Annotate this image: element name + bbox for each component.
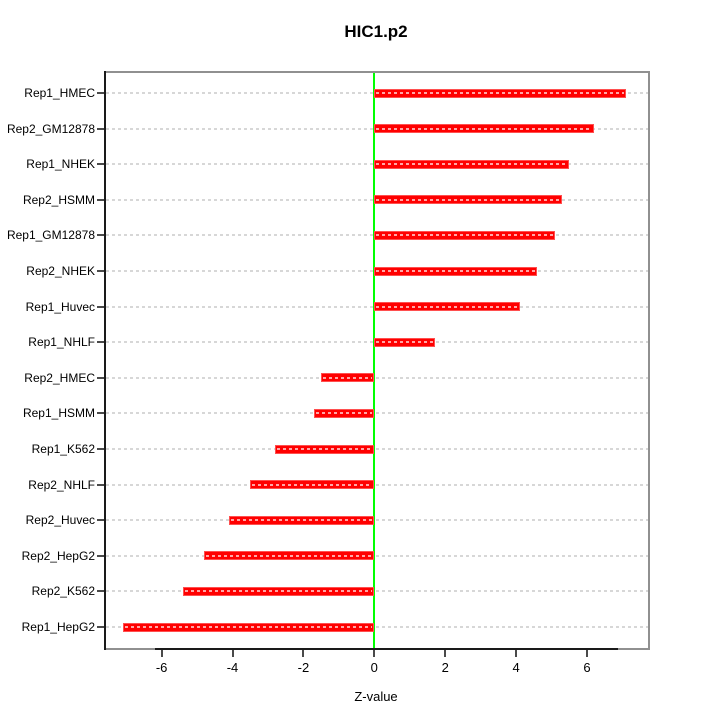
bar-grid-overlay [376, 127, 593, 130]
x-tick-label: 2 [441, 660, 449, 675]
bar-grid-overlay [376, 270, 536, 272]
x-tick-label: 0 [370, 660, 378, 675]
grid-line [106, 412, 648, 415]
x-tick-label: -2 [297, 660, 310, 675]
bar-grid-overlay [376, 92, 624, 94]
y-category-label: Rep1_HepG2 [21, 620, 95, 634]
bar-grid-overlay [230, 519, 373, 522]
y-axis-tick [97, 519, 104, 522]
y-category-label: Rep2_GM12878 [6, 121, 95, 136]
y-category-label: Rep2_NHEK [26, 264, 95, 278]
x-axis-tick [231, 650, 234, 657]
chart-title: HIC1.p2 [344, 22, 408, 41]
y-axis-tick [97, 234, 104, 237]
bar-grid-overlay [316, 412, 373, 415]
x-axis-tick [515, 650, 518, 657]
y-axis-tick [97, 483, 104, 486]
grid-line [106, 626, 648, 628]
y-axis-tick [97, 376, 104, 379]
bar-grid-overlay [124, 626, 373, 628]
y-axis-tick [97, 270, 104, 272]
x-axis-tick [302, 650, 305, 657]
y-category-label: Rep2_NHLF [28, 477, 95, 492]
y-category-label: Rep2_Huvec [25, 513, 95, 528]
bar-grid-overlay [376, 341, 433, 344]
y-category-label: Rep2_HMEC [24, 370, 95, 385]
zero-line [373, 73, 376, 648]
plot-area [104, 71, 650, 650]
y-category-label: Rep2_HepG2 [21, 548, 95, 563]
y-axis-tick [97, 412, 104, 415]
y-category-label: Rep2_HSMM [22, 192, 95, 207]
grid-line [106, 483, 648, 486]
bar-grid-overlay [277, 448, 373, 450]
y-axis-tick [97, 341, 104, 344]
bar-grid-overlay [376, 198, 561, 201]
y-axis-tick [97, 198, 104, 201]
y-axis-tick [97, 448, 104, 450]
bar-grid-overlay [376, 163, 568, 166]
grid-line [106, 590, 648, 593]
y-axis-tick [97, 163, 104, 166]
x-axis-tick [373, 650, 376, 657]
plot-frame-right [648, 71, 650, 650]
x-axis-title: Z-value [354, 689, 398, 704]
y-axis-tick [97, 590, 104, 593]
bar-grid-overlay [184, 590, 373, 593]
y-axis-line [104, 71, 106, 650]
y-axis-tick [97, 626, 104, 628]
bar-grid-overlay [323, 376, 373, 379]
x-axis-tick [586, 650, 588, 657]
x-tick-label: 6 [583, 660, 591, 675]
y-category-label: Rep1_K562 [31, 442, 95, 456]
y-category-label: Rep1_GM12878 [6, 228, 95, 243]
x-tick-label: -4 [226, 660, 239, 675]
x-axis-line [155, 648, 618, 650]
x-tick-label: 4 [512, 660, 520, 675]
grid-line [106, 554, 648, 557]
bar-grid-overlay [376, 234, 554, 237]
y-axis-tick [97, 305, 104, 308]
x-axis-tick [444, 650, 447, 657]
y-axis-tick [97, 127, 104, 130]
grid-line [106, 448, 648, 450]
y-axis-tick [97, 92, 104, 94]
y-category-label: Rep1_NHEK [26, 157, 95, 172]
y-axis-tick [97, 554, 104, 557]
y-category-label: Rep1_HMEC [24, 86, 95, 100]
grid-line [106, 519, 648, 522]
x-tick-label: -6 [155, 660, 168, 675]
y-category-label: Rep2_K562 [31, 584, 95, 599]
y-category-label: Rep1_HSMM [22, 406, 95, 421]
bar-grid-overlay [252, 483, 373, 486]
y-category-label: Rep1_Huvec [25, 299, 95, 314]
x-axis-tick [160, 650, 163, 657]
y-category-label: Rep1_NHLF [28, 335, 95, 350]
plot-frame-top [104, 71, 650, 73]
bar-grid-overlay [206, 554, 373, 557]
bar-grid-overlay [376, 305, 518, 308]
grid-line [106, 376, 648, 379]
